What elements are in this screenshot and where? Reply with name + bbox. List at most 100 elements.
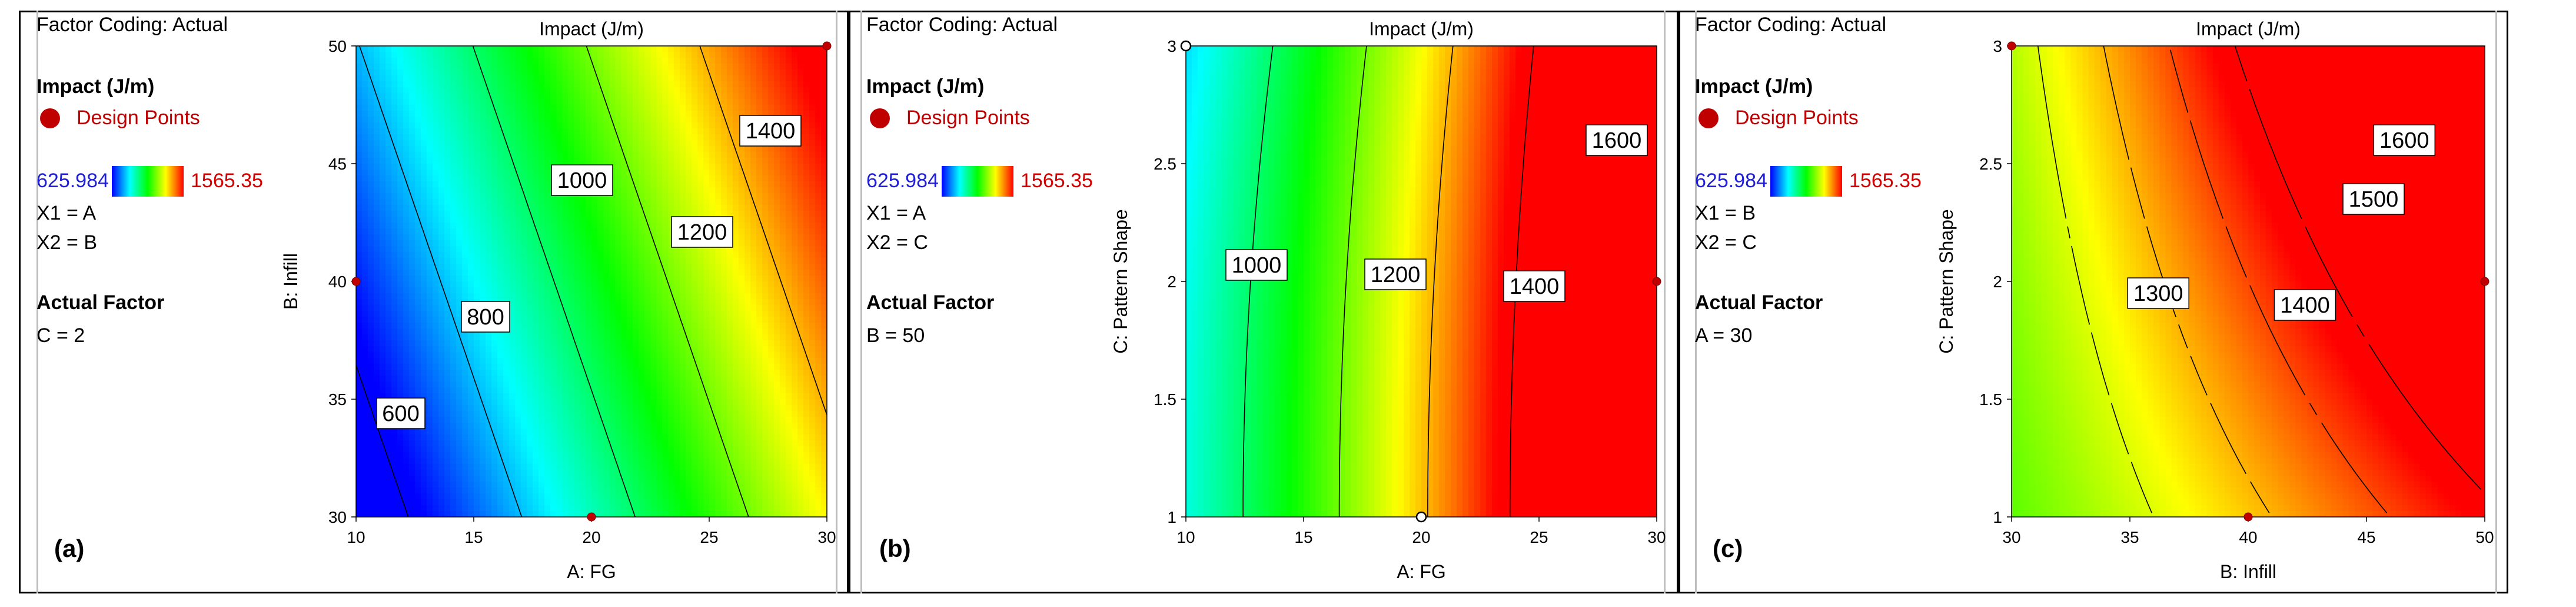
heatmap-cell [403,329,410,335]
heatmap-cell [391,240,398,247]
heatmap-cell [615,128,621,135]
heatmap-cell [527,299,533,306]
heatmap-cell [362,293,368,300]
heatmap-cell [539,493,545,500]
heatmap-cell [450,140,457,147]
heatmap-cell [533,122,539,129]
heatmap-cell [603,105,610,111]
heatmap-cell [380,352,386,359]
heatmap-cell [462,429,468,435]
heatmap-cell [427,276,433,282]
heatmap-cell [403,323,410,329]
heatmap-cell [644,128,651,135]
heatmap-cell [385,305,392,311]
heatmap-cell [562,105,569,111]
heatmap-cell [415,293,421,300]
heatmap-cell [480,228,486,235]
heatmap-cell [621,140,627,147]
heatmap-cell [368,205,374,211]
heatmap-cell [597,382,604,388]
heatmap-cell [380,470,386,476]
heatmap-cell [497,334,504,341]
heatmap-cell [650,281,657,288]
heatmap-cell [621,234,627,241]
heatmap-cell [409,276,416,282]
heatmap-cell [521,299,527,306]
heatmap-cell [415,276,421,282]
heatmap-cell [521,352,527,359]
heatmap-cell [356,228,363,235]
heatmap-cell [497,434,504,441]
heatmap-cell [391,299,398,306]
heatmap-cell [397,87,404,94]
heatmap-cell [462,499,468,506]
heatmap-cell [656,334,663,341]
heatmap-cell [650,476,657,482]
heatmap-cell [627,87,633,94]
heatmap-cell [633,246,639,253]
heatmap-cell [421,199,427,205]
heatmap-cell [497,252,504,258]
heatmap-cell [356,387,363,394]
heatmap-cell [409,334,416,341]
heatmap-cell [574,234,580,241]
heatmap-cell [544,58,551,64]
heatmap-cell [456,446,463,453]
heatmap-cell [597,317,604,323]
heatmap-cell [597,329,604,335]
heatmap-cell [380,311,386,317]
heatmap-cell [539,75,545,82]
heatmap-cell [644,152,651,158]
heatmap-cell [374,358,380,364]
heatmap-cell [368,311,374,317]
heatmap-cell [644,464,651,470]
heatmap-cell [356,487,363,494]
heatmap-cell [621,75,627,82]
heatmap-cell [380,152,386,158]
heatmap-cell [574,434,580,441]
heatmap-cell [621,305,627,311]
heatmap-cell [674,140,680,147]
heatmap-cell [374,434,380,441]
heatmap-cell [462,228,468,235]
heatmap-cell [621,317,627,323]
heatmap-cell [356,240,363,247]
heatmap-cell [597,228,604,235]
heatmap-cell [421,382,427,388]
heatmap-cell [356,482,363,488]
heatmap-cell [421,140,427,147]
heatmap-cell [385,505,392,512]
heatmap-cell [521,58,527,64]
heatmap-cell [603,234,610,241]
heatmap-cell [533,246,539,253]
heatmap-cell [415,140,421,147]
heatmap-cell [644,329,651,335]
heatmap-cell [539,287,545,294]
heatmap-cell [544,64,551,70]
heatmap-cell [591,405,598,412]
heatmap-cell [427,175,433,182]
heatmap-cell [562,364,569,370]
heatmap-cell [597,323,604,329]
heatmap-cell [674,464,680,470]
heatmap-cell [597,423,604,429]
heatmap-cell [480,128,486,135]
heatmap-cell [444,223,451,229]
x2-label: X2 = B [36,231,98,254]
heatmap-cell [456,46,463,52]
heatmap-cell [521,505,527,512]
heatmap-cell [515,170,521,176]
heatmap-cell [591,370,598,376]
heatmap-cell [574,211,580,217]
heatmap-cell [415,382,421,388]
heatmap-cell [368,376,374,382]
heatmap-cell [438,287,445,294]
heatmap-cell [544,364,551,370]
heatmap-cell [368,370,374,376]
heatmap-cell [397,317,404,323]
factor-coding-label: Factor Coding: Actual [1695,14,1887,36]
heatmap-cell [674,476,680,482]
heatmap-cell [674,370,680,376]
heatmap-cell [427,511,433,517]
heatmap-cell [397,305,404,311]
